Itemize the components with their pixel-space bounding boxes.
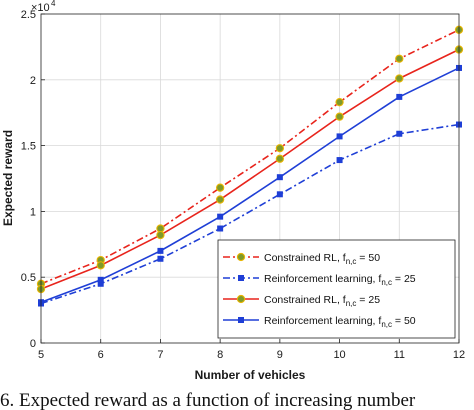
legend-label: Reinforcement learning, fn,c = 25 [264,273,416,287]
data-point [336,133,343,140]
y-tick-label: 1.5 [21,141,36,153]
data-point [215,195,225,204]
y-exponent-base: ×10 [31,2,50,14]
y-tick-label: 1 [30,206,36,218]
data-point [275,144,285,153]
x-tick-label: 5 [38,349,44,361]
plot-frame [40,13,460,344]
data-point [276,174,283,181]
x-tick-label: 8 [217,349,223,361]
y-exponent-power: 4 [51,0,56,8]
data-point [335,112,344,121]
y-axis-label: Expected reward [1,130,15,226]
data-point [157,255,164,262]
data-point [275,154,285,163]
series-3 [36,45,464,294]
data-point [395,74,404,83]
data-point [217,213,224,220]
y-tick-label: 0 [30,338,36,350]
data-point [336,157,343,164]
legend-entry: Constrained RL, fn,c = 50 [223,252,380,266]
y-tick-label: 2.5 [21,9,36,21]
series-line [40,123,460,305]
data-point [157,247,164,254]
legend-marker [237,274,244,281]
series-line [40,29,460,285]
x-tick-label: 11 [394,349,405,361]
data-point [215,183,225,192]
data-point [396,130,403,137]
x-tick-label: 10 [333,349,345,361]
series-line [40,48,460,290]
legend-marker [237,316,244,323]
x-tick-label: 9 [277,349,283,361]
data-point [96,261,105,270]
series-layer [36,25,464,307]
legend-entry: Reinforcement learning, fn,c = 50 [223,315,416,329]
legend-label: Reinforcement learning, fn,c = 50 [264,315,416,329]
y-tick-label: 0.5 [21,272,36,284]
legend-entry: Constrained RL, fn,c = 25 [223,294,380,308]
ticks: 5 6 7 8 9 10 11 12 0 0.5 1 1.5 2 2.5 [21,9,465,361]
data-point [396,93,403,100]
x-axis-label: Number of vehicles [195,368,306,382]
data-point [217,225,224,232]
legend: Constrained RL, fn,c = 50 Reinforcement l… [217,239,456,339]
x-tick-label: 6 [98,349,104,361]
figure-caption: 6. Expected reward as a function of incr… [0,392,416,410]
legend-label: Constrained RL, fn,c = 25 [264,294,380,308]
legend-marker [236,252,246,262]
data-point [276,191,283,198]
series-4 [38,64,462,306]
chart: 5 6 7 8 9 10 11 12 0 0.5 1 1.5 2 2.5 ×10 4 Number of … [1,0,465,382]
legend-label: Constrained RL, fn,c = 50 [264,252,380,266]
y-tick-label: 2 [30,75,36,87]
data-point [395,54,404,63]
data-point [97,276,104,283]
x-tick-label: 7 [157,349,163,361]
x-tick-label: 12 [453,349,465,361]
series-line [40,67,460,303]
legend-marker [236,294,246,304]
data-point [156,230,165,240]
data-point [335,98,344,107]
legend-entry: Reinforcement learning, fn,c = 25 [223,273,416,287]
